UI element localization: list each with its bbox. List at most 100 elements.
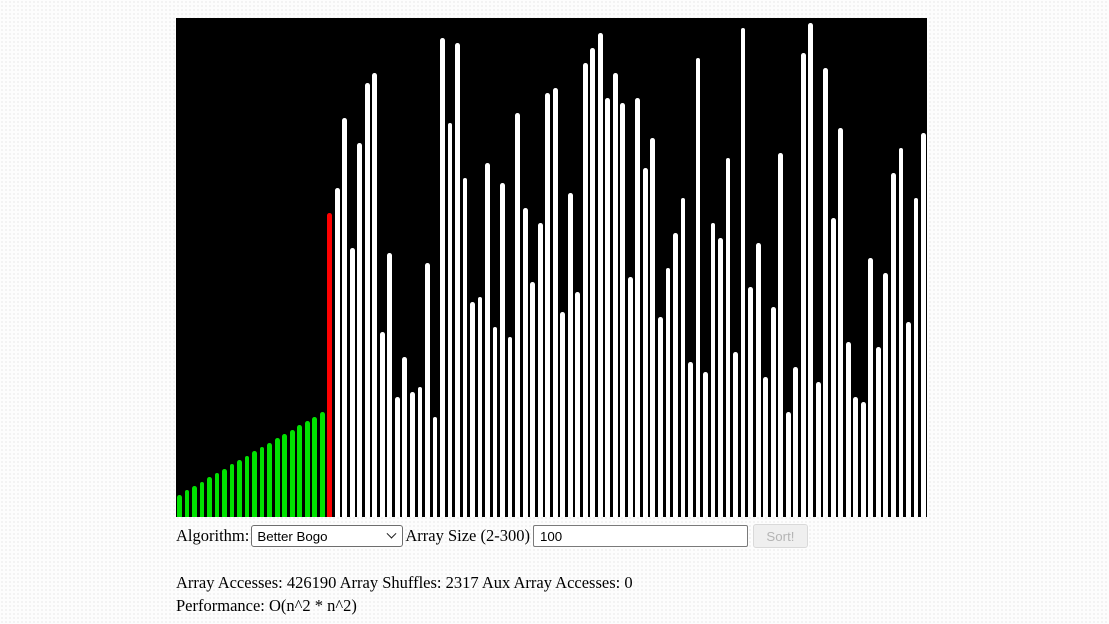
array-bar: [417, 387, 423, 517]
array-bar: [853, 397, 859, 517]
array-bar: [823, 67, 829, 517]
array-bar: [838, 127, 844, 517]
array-bar: [597, 32, 603, 517]
sorting-visualizer-page: Algorithm: Better Bogo Array Size (2-300…: [176, 0, 927, 617]
controls-row: Algorithm: Better Bogo Array Size (2-300…: [176, 523, 927, 549]
array-bar: [883, 272, 889, 517]
array-bar: [184, 490, 190, 517]
array-bar: [680, 197, 686, 517]
array-size-label: Array Size (2-300): [405, 526, 530, 545]
array-bar: [815, 382, 821, 517]
array-bar: [612, 72, 618, 517]
array-bar: [560, 312, 566, 517]
array-bar: [567, 192, 573, 517]
array-bar: [545, 92, 551, 517]
performance-label: Performance:: [176, 595, 265, 615]
array-bar: [229, 464, 235, 517]
array-bar: [387, 252, 393, 517]
array-bar: [252, 451, 257, 517]
array-bar: [778, 152, 784, 517]
array-bar: [177, 494, 182, 517]
array-bar: [770, 307, 776, 517]
array-bar: [500, 182, 505, 517]
array-bar: [237, 460, 242, 517]
array-bar: [537, 222, 543, 517]
chevron-down-icon: [386, 528, 397, 539]
array-bar: [379, 332, 385, 517]
array-bar: [342, 117, 348, 517]
array-bar: [477, 297, 483, 517]
sort-visualization-canvas: [176, 18, 927, 517]
array-bar: [462, 177, 468, 517]
array-bar: [199, 481, 205, 517]
array-bar: [921, 132, 926, 517]
array-bar: [492, 327, 498, 517]
performance-value: O(n^2 * n^2): [269, 595, 357, 615]
array-bar: [890, 172, 896, 517]
algorithm-select[interactable]: Better Bogo: [251, 525, 404, 547]
array-bar: [718, 237, 723, 517]
array-bar: [552, 87, 558, 517]
array-bar: [650, 137, 656, 517]
array-bar: [485, 162, 490, 517]
array-bar: [575, 292, 581, 517]
array-shuffles-value: 2317: [445, 573, 479, 592]
array-bar: [282, 433, 288, 517]
array-bar: [868, 257, 874, 517]
array-bar: [755, 242, 761, 517]
array-accesses-label: Array Accesses:: [176, 573, 283, 592]
array-bar: [898, 147, 904, 517]
array-bar: [635, 97, 641, 517]
array-bar: [507, 337, 513, 517]
array-shuffles-label: Array Shuffles:: [339, 573, 442, 592]
array-bar: [349, 247, 355, 517]
array-bar: [364, 82, 370, 517]
array-bar: [455, 42, 460, 517]
array-bar: [372, 72, 378, 517]
array-bar: [740, 27, 746, 517]
array-bar: [327, 212, 333, 517]
algorithm-select-value: Better Bogo: [257, 528, 328, 544]
stats-line-accesses: Array Accesses: 426190 Array Shuffles: 2…: [176, 572, 927, 595]
array-bar: [244, 455, 250, 517]
array-bar: [319, 412, 325, 517]
stats-line-performance: Performance: O(n^2 * n^2): [176, 595, 927, 618]
array-bar: [710, 222, 716, 517]
array-bar: [214, 473, 220, 517]
array-bar: [673, 232, 678, 517]
array-accesses-value: 426190: [286, 573, 337, 592]
array-bar: [207, 477, 212, 517]
array-bar: [665, 267, 671, 517]
aux-accesses-value: 0: [624, 573, 633, 592]
array-bar: [470, 302, 475, 517]
array-bar: [582, 62, 588, 517]
array-bar: [748, 287, 753, 517]
array-bar: [312, 416, 318, 517]
array-bar: [688, 362, 693, 517]
array-bar: [763, 377, 769, 517]
array-bar: [530, 282, 536, 517]
array-bar: [695, 57, 701, 517]
array-bar: [334, 187, 340, 517]
array-size-input[interactable]: [532, 525, 748, 547]
array-bar: [620, 102, 626, 517]
array-bar: [785, 412, 791, 517]
array-bar: [515, 112, 520, 517]
array-bar: [642, 167, 648, 517]
array-bar: [906, 322, 911, 517]
array-bar: [409, 392, 415, 517]
array-bar: [425, 262, 430, 517]
array-bar: [440, 37, 445, 517]
array-bar: [733, 352, 738, 517]
array-bar: [259, 447, 265, 517]
sort-button[interactable]: Sort!: [752, 524, 808, 548]
array-bar: [447, 122, 453, 517]
array-bar: [627, 277, 633, 517]
array-bar: [605, 97, 611, 517]
array-bar: [830, 217, 836, 517]
array-bar: [267, 442, 272, 517]
array-bar: [304, 420, 310, 517]
array-bar: [800, 52, 806, 517]
array-bar: [297, 425, 303, 517]
array-bar: [845, 342, 851, 517]
